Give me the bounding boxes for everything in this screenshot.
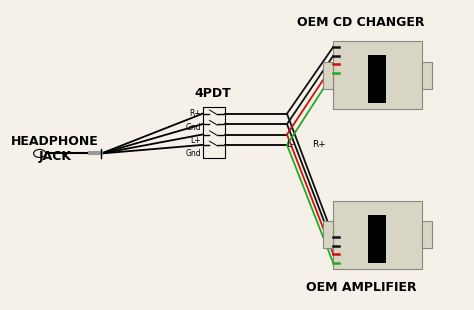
Bar: [421, 221, 432, 248]
Text: R+: R+: [312, 140, 326, 149]
Bar: [333, 201, 421, 269]
Text: R+: R+: [190, 109, 201, 118]
Text: 4PDT: 4PDT: [194, 87, 231, 100]
Bar: [333, 41, 421, 109]
Text: OEM CD CHANGER: OEM CD CHANGER: [298, 16, 425, 29]
Bar: [323, 221, 333, 248]
Text: HEADPHONE
JACK: HEADPHONE JACK: [11, 135, 99, 163]
Text: L-: L-: [286, 140, 294, 149]
Text: L+: L+: [191, 136, 201, 145]
Bar: [368, 215, 386, 263]
Text: OEM AMPLIFIER: OEM AMPLIFIER: [306, 281, 417, 294]
Text: Gnd: Gnd: [185, 123, 201, 132]
Bar: [323, 62, 333, 89]
Text: Gnd: Gnd: [185, 149, 201, 158]
Bar: [368, 55, 386, 103]
Bar: [421, 62, 432, 89]
Bar: [202, 107, 225, 158]
